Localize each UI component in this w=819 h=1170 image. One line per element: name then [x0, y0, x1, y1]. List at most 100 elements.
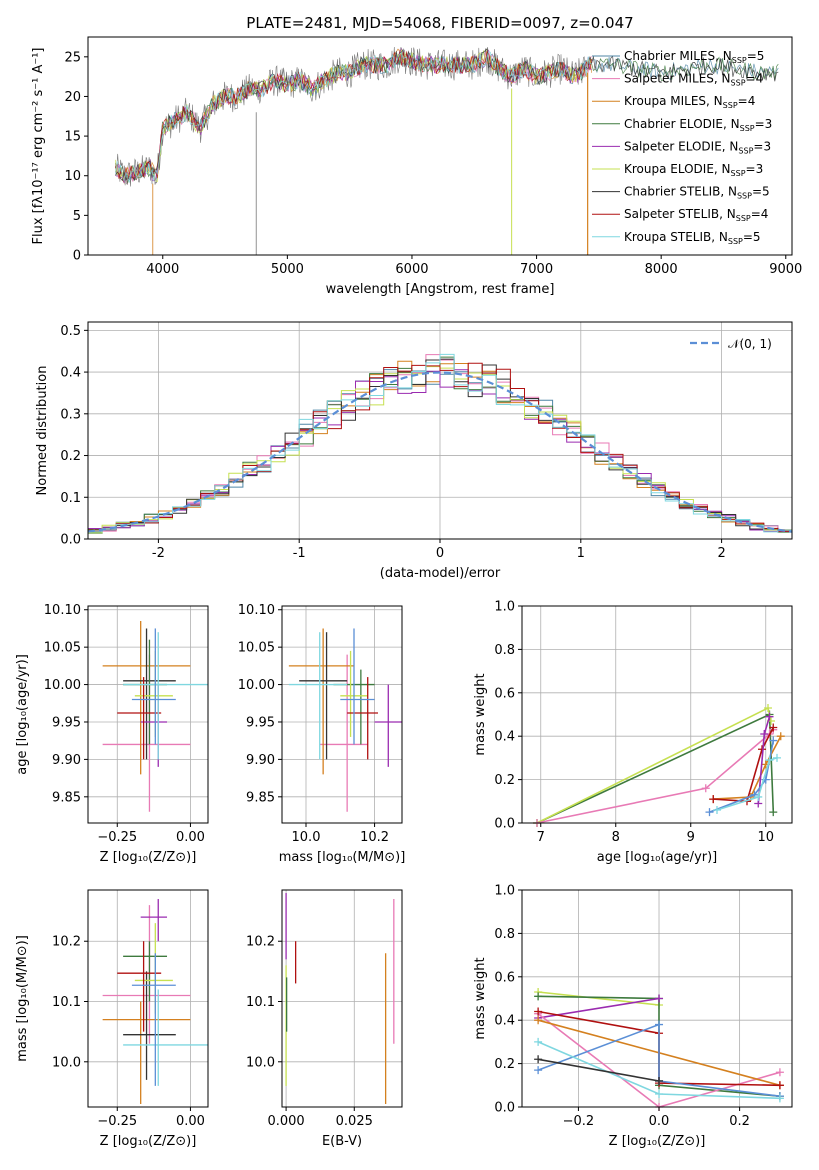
y-tick-label: 1.0: [494, 600, 515, 615]
x-axis-label: Z [log₁₀(Z/Z⊙)]: [100, 850, 197, 865]
y-tick-label: 0.6: [494, 686, 515, 701]
legend-count: =4: [751, 207, 769, 221]
gaussian-curve: [87, 371, 793, 533]
weight-marker: [534, 1007, 543, 1016]
weight-marker: [775, 1094, 784, 1103]
legend-entry: Chabrier STELIB, NSSP=5: [624, 185, 770, 201]
y-tick-label: 10.00: [238, 678, 275, 693]
weight-marker: [754, 792, 763, 801]
weight-series-line: [536, 706, 772, 824]
x-tick-label: 0.2: [729, 1114, 750, 1129]
y-tick-label: 10.10: [44, 603, 81, 618]
weight-marker: [769, 808, 778, 817]
y-tick-label: 0.3: [60, 407, 81, 422]
weight-marker: [713, 805, 721, 814]
legend-entry: Kroupa ELODIE, NSSP=3: [624, 162, 763, 178]
x-axis-label: Z [log₁₀(Z/Z⊙)]: [609, 1134, 706, 1149]
y-tick-label: 0: [73, 249, 81, 264]
age-vs-Z-marks: [102, 620, 208, 812]
x-tick-label: 7: [537, 830, 545, 845]
y-tick-label: 5: [73, 209, 81, 224]
x-axis-label: E(B-V): [322, 1134, 362, 1149]
x-tick-label: 0: [436, 546, 444, 561]
x-tick-label: 4000: [146, 262, 179, 277]
y-tick-label: 0.4: [494, 730, 515, 745]
y-tick-label: 0.5: [60, 324, 81, 339]
y-axis-label: Normed distribution: [35, 366, 50, 496]
y-tick-label: 10.05: [238, 641, 275, 656]
legend-count: =5: [747, 49, 765, 63]
legend-name: Salpeter ELODIE, N: [624, 139, 738, 153]
x-tick-label: -1: [293, 546, 306, 561]
x-tick-label: 9000: [769, 262, 802, 277]
x-tick-label: 1: [577, 546, 585, 561]
model-spectrum-line: [115, 51, 592, 184]
y-tick-label: 0.2: [494, 773, 515, 788]
y-tick-label: 10.10: [238, 603, 275, 618]
x-axis-label: Z [log₁₀(Z/Z⊙)]: [100, 1134, 197, 1149]
weight-marker: [534, 992, 543, 1001]
axes-frame: [87, 321, 793, 540]
y-tick-label: 0.0: [494, 1101, 515, 1116]
legend-entry: Salpeter STELIB, NSSP=4: [624, 207, 768, 223]
y-tick-label: 9.95: [246, 715, 275, 730]
weight-marker: [534, 1066, 543, 1075]
weight-marker: [775, 1068, 784, 1077]
weight-marker: [769, 723, 778, 732]
axes-frame: [87, 36, 793, 256]
x-axis-label: wavelength [Angstrom, rest frame]: [326, 282, 555, 297]
weight-series-line: [713, 727, 775, 803]
weight-series-line: [536, 729, 774, 824]
y-tick-label: 9.85: [52, 790, 81, 805]
y-tick-label: 0.8: [494, 927, 515, 942]
weight-marker: [655, 1089, 664, 1098]
x-axis-label: mass [log₁₀(M/M⊙)]: [279, 850, 406, 865]
weight-marker: [534, 1016, 543, 1025]
x-tick-label: −0.2: [563, 1114, 595, 1129]
y-tick-label: 9.90: [52, 753, 81, 768]
x-tick-label: 0.00: [176, 830, 205, 845]
axes-frame: [521, 605, 793, 824]
age-vs-mass-marks: [288, 628, 402, 812]
x-tick-label: 0.00: [176, 1114, 205, 1129]
legend-subscript: SSP: [740, 124, 755, 133]
y-tick-label: 10.0: [52, 1055, 81, 1070]
residual-histogram: [88, 353, 792, 533]
y-tick-label: 1.0: [494, 884, 515, 899]
weight-marker: [655, 1020, 664, 1029]
weight-marker: [705, 808, 714, 817]
y-tick-label: 10.2: [246, 935, 275, 950]
x-tick-label: 2: [717, 546, 725, 561]
legend-name: Chabrier MILES, N: [624, 49, 732, 63]
legend-count: =3: [753, 139, 771, 153]
weight-vs-age-marks: [533, 703, 785, 827]
legend-entry: Kroupa MILES, NSSP=4: [624, 94, 755, 110]
x-axis-label: (data-model)/error: [380, 566, 501, 581]
x-tick-label: −0.25: [97, 1114, 137, 1129]
y-tick-label: 0.8: [494, 643, 515, 658]
y-tick-label: 0.6: [494, 970, 515, 985]
weight-series-line: [537, 1023, 780, 1097]
x-tick-label: -2: [152, 546, 165, 561]
x-tick-label: 5000: [271, 262, 304, 277]
weight-vs-Z-marks: [534, 987, 784, 1111]
weight-marker: [701, 784, 710, 793]
weight-marker: [655, 994, 664, 1003]
mass-vs-Z-panel: −0.25 0.00 10.0 10.1 10.2 Z [log₁₀(Z/Z⊙)] mass…: [15, 889, 209, 1149]
x-tick-label: 8: [612, 830, 620, 845]
mass-vs-ebv-marks: [285, 893, 395, 1104]
legend-subscript: SSP: [738, 146, 753, 155]
y-tick-label: 20: [64, 90, 81, 105]
weight-marker: [709, 795, 718, 804]
weight-marker: [534, 1055, 543, 1064]
y-axis-label: mass weight: [473, 673, 488, 755]
legend-count: =4: [738, 94, 756, 108]
residuals-marks: 𝒩(0, 1): [87, 337, 793, 534]
weight-marker: [773, 753, 781, 762]
weight-series-line: [538, 991, 660, 1006]
legend-count: =3: [746, 162, 764, 176]
axes-frame: [87, 889, 209, 1108]
